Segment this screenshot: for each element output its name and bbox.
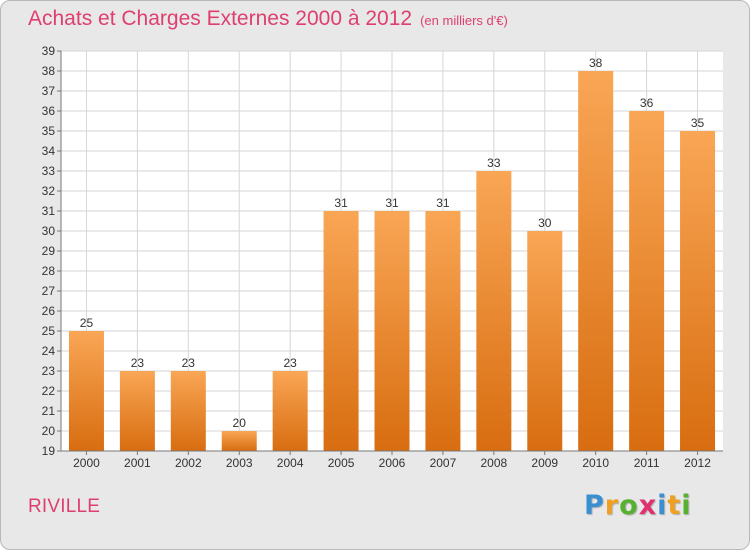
y-tick-label: 27 [42, 284, 56, 298]
bar [680, 131, 716, 451]
chart-title-text: Achats et Charges Externes 2000 à 2012 [28, 7, 413, 30]
x-tick-label: 2009 [531, 456, 558, 470]
x-tick-label: 2008 [480, 456, 507, 470]
y-tick-label: 21 [42, 404, 56, 418]
bar-value-label: 25 [80, 316, 94, 330]
y-tick-label: 39 [42, 44, 56, 58]
x-tick-label: 2010 [582, 456, 609, 470]
y-tick-label: 33 [42, 164, 56, 178]
logo-letter: x [638, 490, 658, 521]
x-tick-label: 2011 [634, 456, 660, 470]
logo-letter: i [657, 490, 668, 521]
bar [170, 371, 206, 451]
logo-letter: t [667, 490, 682, 521]
y-tick-label: 22 [42, 384, 56, 398]
bar-value-label: 23 [182, 356, 196, 370]
bar [578, 71, 614, 451]
x-tick-label: 2004 [277, 456, 304, 470]
y-tick-label: 38 [42, 64, 56, 78]
y-tick-label: 35 [42, 124, 56, 138]
bar [272, 371, 308, 451]
bar-value-label: 36 [640, 96, 654, 110]
bar-value-label: 35 [691, 116, 705, 130]
bar [374, 211, 410, 451]
y-tick-label: 20 [42, 424, 56, 438]
bar-value-label: 23 [283, 356, 297, 370]
x-tick-label: 2003 [226, 456, 253, 470]
bar [119, 371, 155, 451]
bar [425, 211, 461, 451]
x-tick-label: 2005 [328, 456, 355, 470]
proxiti-logo[interactable]: Proxiti [584, 490, 692, 521]
bars: 25 23 23 20 23 31 31 31 33 30 38 36 35 [68, 56, 716, 451]
y-tick-label: 26 [42, 304, 56, 318]
bar-value-label: 31 [436, 196, 450, 210]
logo-letter: i [681, 490, 692, 521]
y-tick-label: 29 [42, 244, 56, 258]
y-tick-label: 34 [42, 144, 56, 158]
y-tick-label: 31 [42, 204, 56, 218]
y-tick-label: 24 [42, 344, 56, 358]
x-tick-label: 2012 [684, 456, 711, 470]
bar [323, 211, 359, 451]
axes: 19 20 21 22 23 24 25 26 27 28 29 30 31 32 33 34 35 36 37 38… [42, 44, 723, 470]
logo-letter: o [619, 490, 639, 521]
x-tick-label: 2002 [175, 456, 202, 470]
x-tick-label: 2000 [73, 456, 100, 470]
x-tick-label: 2006 [379, 456, 406, 470]
bar-value-label: 33 [487, 156, 501, 170]
y-tick-label: 23 [42, 364, 56, 378]
logo-letter: P [584, 490, 605, 521]
bar-value-label: 38 [589, 56, 603, 70]
bar-value-label: 31 [385, 196, 399, 210]
chart-title: Achats et Charges Externes 2000 à 2012 (e… [28, 7, 508, 31]
x-tick-label: 2001 [124, 456, 151, 470]
commune-name: RIVILLE [28, 496, 101, 517]
bar [221, 431, 257, 451]
bar-value-label: 20 [233, 416, 247, 430]
bar [68, 331, 104, 451]
bar-value-label: 30 [538, 216, 552, 230]
y-tick-label: 30 [42, 224, 56, 238]
bar [629, 111, 665, 451]
chart-unit: (en milliers d'€) [420, 13, 508, 28]
y-tick-label: 37 [42, 84, 56, 98]
y-tick-label: 36 [42, 104, 56, 118]
bar-value-label: 31 [334, 196, 348, 210]
y-tick-label: 32 [42, 184, 56, 198]
y-tick-label: 25 [42, 324, 56, 338]
x-tick-label: 2007 [430, 456, 457, 470]
bar [527, 231, 563, 451]
logo-letter: r [604, 490, 620, 521]
y-tick-label: 28 [42, 264, 56, 278]
bar-value-label: 23 [131, 356, 145, 370]
y-tick-label: 19 [42, 444, 56, 458]
bar [476, 171, 512, 451]
